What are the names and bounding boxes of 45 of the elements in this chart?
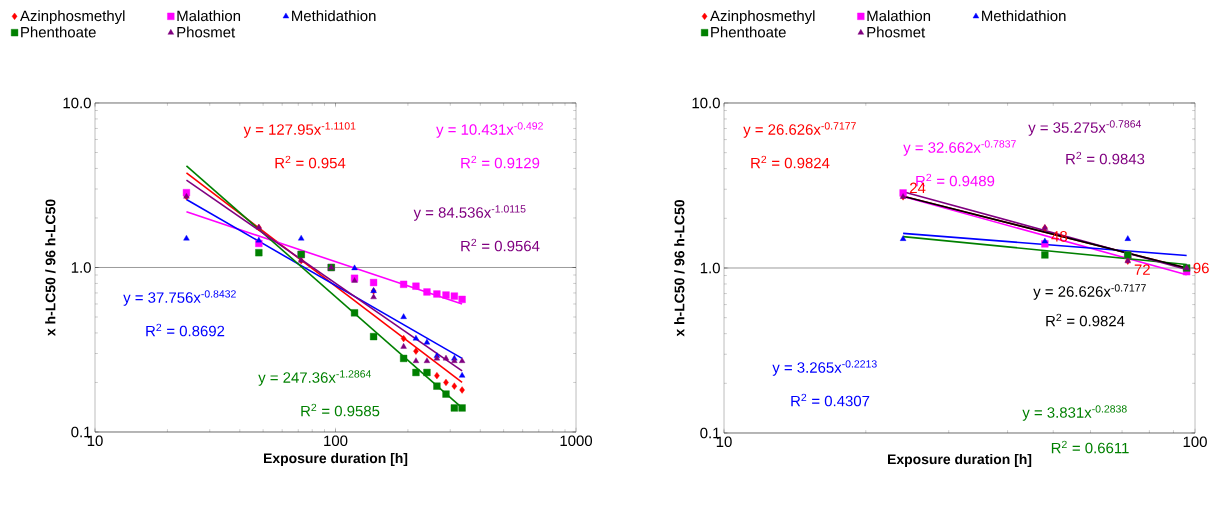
- legend-label: Malathion: [867, 10, 931, 22]
- annotation: y = 3.265x$^{-0.2213}$: [772, 360, 877, 376]
- annotation: R$^{2}$ = 0.9824: [1046, 313, 1125, 327]
- x-tick-label: 1000: [560, 435, 593, 447]
- legend-label: Malathion: [177, 10, 241, 22]
- y-axis-title: x h-LC50 / 96 h-LC50: [45, 199, 56, 336]
- annotation: y = 3.831x$^{-0.2838}$: [1022, 405, 1127, 421]
- y-tick-label: 10.0: [692, 97, 720, 109]
- annotation: y = 10.431x$^{-0.492}$: [436, 122, 543, 138]
- annotation: y = 247.36x$^{-1.2864}$: [258, 370, 372, 386]
- legend-label: Azinphosmethyl: [710, 10, 815, 25]
- legend-label: Methidathion: [982, 10, 1066, 22]
- legend-label: Phosmet: [867, 26, 926, 38]
- x-tick-label: 100: [324, 435, 348, 447]
- y-tick-label: 10.0: [63, 97, 91, 109]
- annotation: 72: [1134, 264, 1150, 275]
- x-axis-title: Exposure duration [h]: [888, 453, 1032, 467]
- legend-label: Azinphosmethyl: [19, 10, 125, 25]
- legend-label: Phenthoate: [21, 26, 96, 38]
- annotation: y = 26.626x$^{-0.7177}$: [743, 122, 856, 138]
- annotation: 96: [1193, 262, 1209, 274]
- legend-label: Methidathion: [292, 10, 376, 22]
- annotation: R$^{2}$ = 0.9843: [1066, 151, 1145, 165]
- annotation: y = 127.95x$^{-1.1101}$: [243, 122, 356, 138]
- legend-label: Phosmet: [177, 26, 236, 38]
- x-axis-title: Exposure duration [h]: [264, 452, 408, 466]
- x-tick-label: 100: [1183, 436, 1207, 448]
- annotation: y = 37.756x$^{-0.8432}$: [123, 290, 236, 306]
- annotation: R$^{2}$ = 0.9564: [461, 238, 540, 252]
- text: R$^{2}$ = 0.6611: [1051, 440, 1129, 454]
- annotation: R$^{2}$ = 0.8692: [146, 323, 225, 337]
- annotation: y = 32.662x$^{-0.7837}$: [903, 140, 1016, 156]
- annotation: R$^{2}$ = 0.9585: [301, 403, 380, 417]
- annotation: R$^{2}$ = 0.9824: [751, 155, 830, 169]
- annotation: y = 84.536x$^{-1.0115}$: [413, 205, 526, 221]
- legend-label: Phenthoate: [711, 26, 786, 38]
- annotation: y = 35.275x$^{-0.7864}$: [1028, 120, 1142, 136]
- y-axis-title: x h-LC50 / 96 h-LC50: [674, 199, 685, 337]
- annotation: R$^{2}$ = 0.9129: [461, 155, 540, 169]
- annotation: R$^{2}$ = 0.4307: [791, 393, 870, 407]
- annotation: 48: [1051, 231, 1068, 242]
- y-tick-label: 1.0: [71, 262, 91, 273]
- y-tick-label: 1.0: [700, 262, 720, 274]
- annotation: y = 26.626x$^{-0.7177}$: [1033, 284, 1146, 300]
- annotation: R$^{2}$ = 0.954: [275, 155, 346, 169]
